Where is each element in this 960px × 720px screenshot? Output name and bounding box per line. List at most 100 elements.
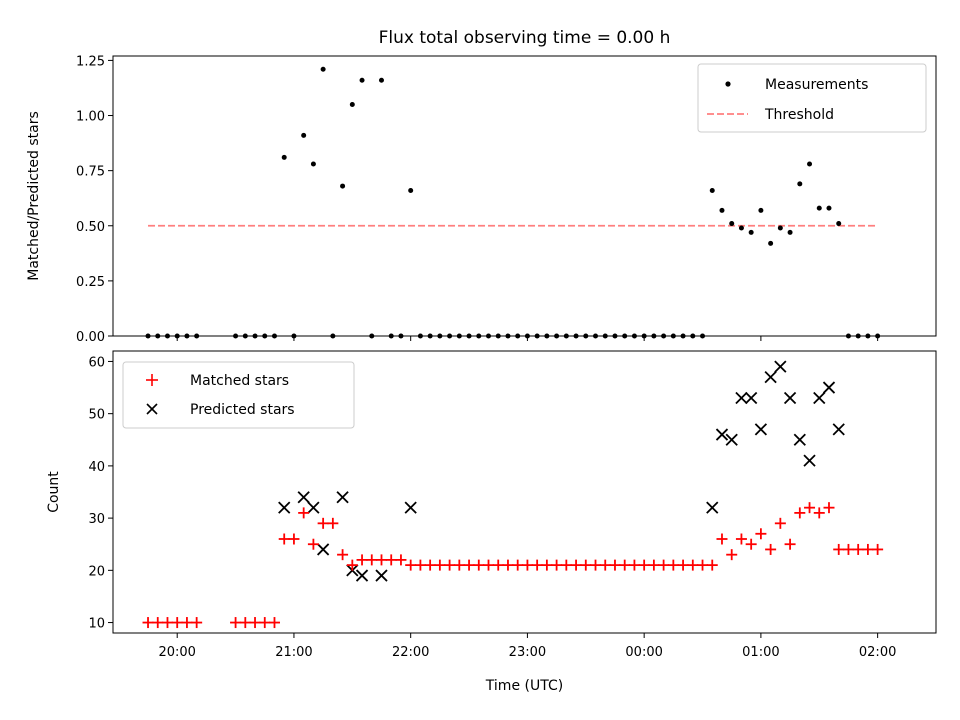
matched-stars-point [755,528,767,540]
matched-stars-point [307,538,319,550]
matched-stars-point [385,554,397,566]
matched-stars-point [230,617,242,629]
matched-stars-point [638,559,650,571]
top-y-tick-label: 0.25 [76,275,105,290]
x-tick-label: 20:00 [158,645,195,660]
matched-stars-point [716,533,728,545]
predicted-stars-point [297,491,310,504]
predicted-stars-point [735,391,748,405]
matched-stars-point [483,559,495,571]
measurement-point [807,161,813,167]
top-y-tick-label: 1.25 [76,54,105,69]
matched-stars-point [142,617,154,629]
matched-stars-point [697,559,709,571]
predicted-stars-point [715,428,729,441]
predicted-stars-point [793,433,806,446]
measurement-point [836,221,842,227]
measurement-point [281,154,287,160]
x-axis-label: Time (UTC) [485,678,563,694]
predicted-stars-point [822,381,836,394]
matched-stars-point [375,554,387,566]
matched-stars-point [434,559,446,571]
predicted-stars-point [375,569,388,582]
measurement-point [748,229,754,235]
bottom-panel: 10 20 30 40 50 60 20:00 21:00 22:00 23:00 00:00 01:… [46,350,937,694]
top-legend-box [697,63,927,133]
predicted-stars-point [832,423,845,436]
measurement-point [816,205,822,211]
matched-stars-point [570,559,582,571]
matched-stars-point [181,617,193,629]
predicted-stars-point [316,543,330,556]
top-axes-frame [112,55,937,337]
matched-stars-point [346,559,358,571]
matched-stars-point [473,559,485,571]
matched-stars-point [366,554,378,566]
x-tick-label: 02:00 [859,645,896,660]
matched-stars-point [560,559,572,571]
matched-stars-point [152,617,164,629]
matched-stars-point [726,549,738,561]
x-tick-label: 00:00 [625,645,662,660]
predicted-stars-point [307,501,320,514]
top-axis-ticks: 0.00 0.25 0.50 0.75 1.00 1.25 [76,54,879,345]
matched-stars-series [142,502,884,629]
matched-stars-point [784,538,796,550]
matched-stars-point [239,617,251,629]
predicted-stars-point [813,391,826,405]
measurement-point [378,77,384,83]
predicted-stars-point [336,491,349,504]
matched-stars-point [356,554,368,566]
x-tick-label: 01:00 [742,645,779,660]
top-y-tick-label: 0.75 [76,165,105,180]
predicted-stars-point [725,433,738,446]
legend-matched-label: Matched stars [190,373,289,389]
measurement-point [301,132,307,138]
matched-stars-point [833,543,845,555]
matched-stars-point [804,502,816,514]
legend-measurements-label: Measurements [765,77,868,93]
matched-stars-point [667,559,679,571]
matched-stars-point [872,543,884,555]
measurement-point [738,225,744,231]
bottom-legend: Matched stars Predicted stars [122,361,355,429]
matched-stars-point [171,617,183,629]
legend-predicted-marker [146,403,158,415]
x-tick-label: 23:00 [509,645,546,660]
top-y-axis-label: Matched/Predicted stars [26,111,42,281]
measurement-point [340,183,346,189]
matched-stars-point [745,538,757,550]
predicted-stars-point [783,391,797,405]
top-y-tick-label: 0.50 [76,220,105,235]
measurement-point [768,240,774,246]
predicted-stars-point [764,370,777,384]
measurement-point [310,161,316,167]
legend-measurements-marker [725,81,731,87]
matched-stars-point [551,559,563,571]
predicted-stars-point [404,501,417,514]
matched-stars-point [268,617,280,629]
measurement-point [408,187,414,193]
matched-stars-point [414,559,426,571]
x-tick-label: 21:00 [275,645,312,660]
matched-stars-point [531,559,543,571]
matched-stars-point [765,543,777,555]
matched-stars-point [337,549,349,561]
matched-stars-point [502,559,514,571]
matched-stars-point [658,559,670,571]
matched-stars-point [395,554,407,566]
bottom-axes-frame [112,350,937,634]
legend-predicted-label: Predicted stars [190,402,295,418]
measurement-point [359,77,365,83]
predicted-stars-point [774,360,787,373]
matched-stars-point [823,502,835,514]
matched-stars-point [259,617,271,629]
matched-stars-point [677,559,689,571]
measurement-point [826,205,832,211]
matched-stars-point [521,559,533,571]
measurement-point [349,102,355,108]
predicted-stars-point [754,423,768,436]
measurement-point [729,221,735,227]
matched-stars-point [687,559,699,571]
